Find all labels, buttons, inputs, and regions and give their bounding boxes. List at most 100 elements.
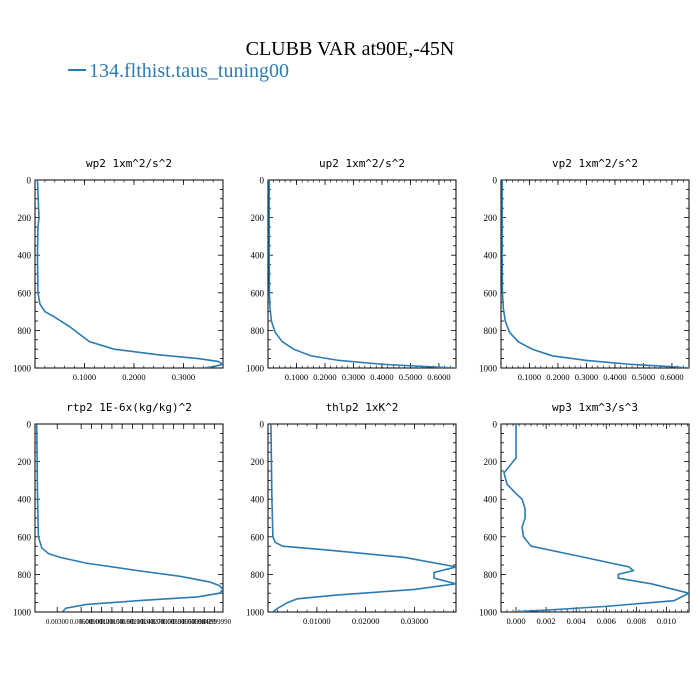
series-line (501, 180, 689, 368)
x-tick-label: 0.00300 (46, 618, 69, 626)
y-tick-label: 400 (18, 251, 32, 261)
x-tick-label: 0.008 (627, 616, 646, 626)
x-tick-label: 0.6000 (427, 372, 450, 382)
y-tick-label: 800 (484, 326, 498, 336)
panel-title: wp3 1xm^3/s^3 (552, 401, 638, 414)
figure-title: CLUBB VAR at90E,-45N (246, 38, 455, 60)
panel-wp3: wp3 1xm^3/s^3 0 200 400 600 800 1000 0.000 0.002… (479, 401, 690, 626)
x-tick-label: 0.00360 (172, 618, 195, 626)
y-tick-label: 400 (251, 251, 265, 261)
y-tick-label: 0 (493, 176, 498, 186)
panel-vp2: vp2 1xm^2/s^2 0 200 400 600 800 1000 0.1000 0.20… (479, 157, 690, 382)
y-tick-label: 0 (493, 420, 498, 430)
series-line (35, 424, 223, 612)
x-tick-label: 0.4000 (603, 372, 626, 382)
x-tick-label: 0.3000 (575, 372, 598, 382)
plot-frame (500, 179, 690, 369)
x-tick-label: 0.002 (537, 616, 556, 626)
y-tick-label: 0 (27, 420, 32, 430)
panel-wp2: wp2 1xm^2/s^2 0 200 400 600 800 1000 0.1000 0.20… (13, 157, 224, 382)
x-tick-label: 0.010 (657, 616, 676, 626)
series-line (270, 424, 456, 612)
x-tick-label: 0.004 (567, 616, 587, 626)
plot-frame (267, 423, 457, 613)
y-tick-label: 600 (251, 288, 265, 298)
y-tick-label: 400 (18, 495, 32, 505)
panel-rtp2: rtp2 1E-6x(kg/kg)^2 0 200 400 600 800 1000 0.00… (13, 401, 232, 626)
x-tick-label: 0.00420 (193, 618, 216, 626)
x-tick-label: 0.01000 (303, 616, 331, 626)
y-tick-label: 200 (484, 457, 498, 467)
y-tick-label: 200 (251, 213, 265, 223)
y-tick-label: 400 (484, 495, 498, 505)
y-tick-label: 0 (260, 176, 265, 186)
plot-frame (500, 423, 690, 613)
y-tick-label: 1000 (13, 608, 32, 618)
y-tick-label: 1000 (13, 364, 32, 374)
x-tick-label: 0.2000 (122, 372, 145, 382)
y-tick-label: 800 (251, 326, 265, 336)
y-tick-label: 600 (484, 532, 498, 542)
panel-title: vp2 1xm^2/s^2 (552, 157, 638, 170)
y-tick-label: 400 (251, 495, 265, 505)
y-tick-label: 200 (18, 457, 32, 467)
series-line (503, 424, 689, 612)
legend-label: 134.flthist.taus_tuning00 (89, 60, 289, 82)
x-tick-label: 0.00270 (142, 618, 165, 626)
x-tick-label: 0.1000 (518, 372, 541, 382)
x-tick-label: 0.00600 (70, 618, 93, 626)
x-tick-label: 0.00240 (131, 618, 154, 626)
y-tick-label: 200 (18, 213, 32, 223)
x-tick-label: 0.03000 (401, 616, 429, 626)
y-tick-label: 0 (260, 420, 265, 430)
x-tick-label: 0.1000 (285, 372, 308, 382)
panel-thlp2: thlp2 1xK^2 0 200 400 600 800 1000 0.01000 0.020… (246, 401, 457, 626)
y-tick-label: 1000 (246, 608, 265, 618)
x-tick-label: 0.09999990 (198, 618, 232, 626)
panel-title: rtp2 1E-6x(kg/kg)^2 (66, 401, 192, 414)
y-tick-label: 800 (18, 326, 32, 336)
y-tick-label: 600 (18, 532, 32, 542)
y-tick-label: 800 (18, 570, 32, 580)
y-tick-label: 200 (484, 213, 498, 223)
y-tick-label: 600 (484, 288, 498, 298)
x-tick-label: 0.00900 (80, 618, 103, 626)
panel-title: thlp2 1xK^2 (326, 401, 399, 414)
x-tick-label: 0.4000 (370, 372, 393, 382)
x-tick-label: 0.6000 (660, 372, 683, 382)
y-tick-label: 800 (484, 570, 498, 580)
x-tick-label: 0.00150 (101, 618, 124, 626)
y-tick-label: 800 (251, 570, 265, 580)
x-tick-label: 0.2000 (313, 372, 336, 382)
x-tick-label: 0.1000 (73, 372, 96, 382)
x-tick-label: 0.00120 (90, 618, 113, 626)
x-tick-label: 0.00210 (121, 618, 144, 626)
panel-title: up2 1xm^2/s^2 (319, 157, 405, 170)
y-tick-label: 0 (27, 176, 32, 186)
x-tick-label: 0.3000 (172, 372, 195, 382)
y-tick-label: 400 (484, 251, 498, 261)
x-tick-label: 0.006 (597, 616, 616, 626)
x-tick-label: 0.5000 (632, 372, 655, 382)
x-tick-label: 0.00390 (183, 618, 206, 626)
x-tick-label: 0.00300 (152, 618, 175, 626)
y-tick-label: 200 (251, 457, 265, 467)
y-tick-label: 1000 (246, 364, 265, 374)
x-tick-label: 0.5000 (399, 372, 422, 382)
panel-title: wp2 1xm^2/s^2 (86, 157, 172, 170)
y-tick-label: 600 (251, 532, 265, 542)
series-line (36, 180, 223, 368)
x-tick-label: 0.2000 (546, 372, 569, 382)
x-tick-label: 0.02000 (352, 616, 380, 626)
plot-frame (34, 423, 224, 613)
x-tick-label: 0.00180 (111, 618, 134, 626)
panel-up2: up2 1xm^2/s^2 0 200 400 600 800 1000 0.1000 0.20… (246, 157, 457, 382)
y-tick-label: 1000 (479, 608, 498, 618)
plot-frame (267, 179, 457, 369)
series-line (268, 180, 456, 368)
y-tick-label: 1000 (479, 364, 498, 374)
y-tick-label: 600 (18, 288, 32, 298)
x-tick-label: 0.00330 (162, 618, 185, 626)
x-tick-label: 0.3000 (342, 372, 365, 382)
